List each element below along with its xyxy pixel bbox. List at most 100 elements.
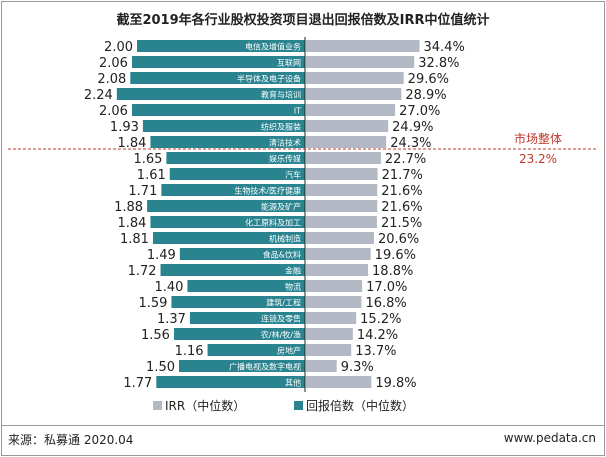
multiple-bar: [169, 168, 305, 180]
irr-bar: [306, 376, 372, 388]
irr-bar: [306, 200, 378, 212]
category-label: 教育与培训: [261, 90, 301, 100]
multiple-label: 1.81: [120, 232, 149, 247]
irr-bar: [306, 232, 374, 244]
source-note: 来源：私募通 2020.04: [8, 433, 134, 447]
multiple-label: 1.77: [123, 376, 152, 391]
multiple-label: 1.84: [117, 216, 146, 231]
multiple-bar: [189, 312, 305, 324]
multiple-label: 1.16: [175, 344, 204, 359]
category-label: 其他: [285, 378, 301, 388]
irr-label: 19.6%: [375, 248, 416, 263]
multiple-label: 1.93: [110, 120, 139, 135]
multiple-bar: [171, 296, 305, 308]
multiple-label: 1.65: [133, 152, 162, 167]
category-label: 房地产: [277, 346, 301, 356]
irr-bar: [306, 248, 371, 260]
irr-label: 14.2%: [357, 328, 398, 343]
irr-label: 28.9%: [405, 88, 446, 103]
category-label: 连锁及零售: [261, 314, 301, 324]
multiple-bar: [116, 88, 305, 100]
multiple-label: 1.49: [147, 248, 176, 263]
multiple-bar: [179, 248, 305, 260]
irr-label: 17.0%: [366, 280, 407, 295]
multiple-bar: [142, 120, 305, 132]
category-label: 食品&饮料: [263, 250, 301, 260]
category-label: 互联网: [277, 59, 301, 68]
legend-irr: IRR（中位数）: [165, 398, 245, 413]
multiple-label: 1.88: [114, 200, 143, 215]
multiple-bar: [207, 344, 305, 356]
multiple-label: 2.00: [104, 40, 133, 55]
irr-label: 21.7%: [382, 168, 423, 183]
irr-bar: [306, 168, 378, 180]
multiple-bar: [150, 136, 305, 148]
reference-value: 23.2%: [519, 152, 557, 166]
multiple-bar: [156, 376, 305, 388]
multiple-bar: [173, 328, 305, 340]
irr-bar: [306, 280, 363, 292]
multiple-bar: [187, 280, 305, 292]
multiple-label: 1.37: [157, 312, 186, 327]
multiple-bar: [160, 264, 305, 276]
irr-bar: [306, 104, 396, 116]
irr-bar: [306, 328, 353, 340]
multiple-label: 2.08: [97, 72, 126, 87]
irr-label: 21.6%: [381, 200, 422, 215]
category-label: 机械制造: [269, 234, 301, 244]
category-label: 农/林/牧/渔: [261, 330, 301, 340]
category-label: 建筑/工程: [266, 298, 301, 308]
multiple-bar: [137, 40, 305, 52]
multiple-label: 1.50: [146, 360, 175, 375]
irr-label: 21.6%: [381, 184, 422, 199]
multiple-bar: [131, 104, 305, 116]
multiple-bar: [161, 184, 305, 196]
reference-label: 市场整体: [514, 131, 562, 146]
irr-label: 24.9%: [392, 120, 433, 135]
irr-label: 21.5%: [381, 216, 422, 231]
irr-label: 24.3%: [390, 136, 431, 151]
irr-bar: [306, 72, 404, 84]
category-label: 纺织及服装: [261, 122, 301, 132]
legend-swatch-multiple: [294, 401, 303, 410]
multiple-label: 1.56: [141, 328, 170, 343]
irr-bar: [306, 360, 337, 372]
category-label: 娱乐传媒: [269, 154, 301, 164]
irr-label: 29.6%: [408, 72, 449, 87]
footer-divider: [2, 425, 604, 426]
multiple-bar: [150, 216, 305, 228]
category-label: 生物技术/医疗健康: [234, 186, 301, 196]
irr-bar: [306, 120, 389, 132]
irr-bar: [306, 184, 378, 196]
website-url: www.pedata.cn: [503, 431, 596, 445]
irr-bar: [306, 56, 415, 68]
multiple-label: 1.84: [117, 136, 146, 151]
multiple-label: 1.59: [138, 296, 167, 311]
category-label: 能源及矿产: [261, 202, 301, 212]
multiple-bar: [147, 200, 305, 212]
multiple-label: 2.06: [99, 56, 128, 71]
multiple-bar: [131, 56, 305, 68]
irr-label: 32.8%: [418, 56, 459, 71]
category-label: 广播电视及数字电视: [229, 362, 301, 372]
irr-bar: [306, 88, 402, 100]
category-label: 电信及增值业务: [245, 42, 301, 52]
legend-swatch-irr: [153, 401, 162, 410]
irr-label: 9.3%: [341, 360, 374, 375]
legend-multiple: 回报倍数（中位数）: [306, 398, 414, 413]
multiple-bar: [130, 72, 305, 84]
multiple-label: 1.61: [137, 168, 166, 183]
irr-bar: [306, 136, 387, 148]
category-label: IT: [294, 107, 301, 116]
multiple-label: 2.24: [84, 88, 113, 103]
category-label: 汽车: [285, 170, 301, 180]
irr-bar: [306, 216, 377, 228]
multiple-bar: [166, 152, 305, 164]
irr-label: 16.8%: [365, 296, 406, 311]
irr-bar: [306, 264, 369, 276]
irr-bar: [306, 312, 357, 324]
irr-label: 20.6%: [378, 232, 419, 247]
irr-label: 15.2%: [360, 312, 401, 327]
category-label: 化工原料及加工: [245, 218, 301, 228]
